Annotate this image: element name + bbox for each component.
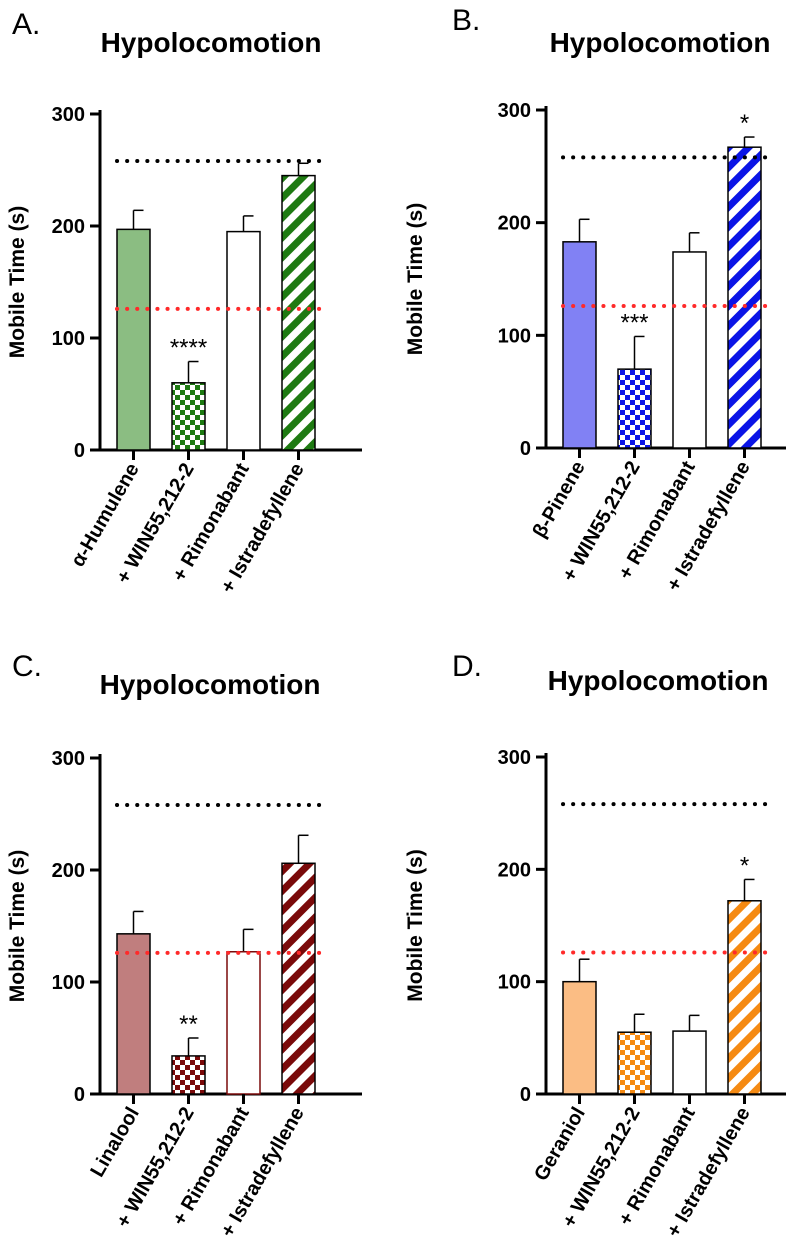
panel-letter: D. — [452, 650, 482, 683]
y-tick-label: 300 — [52, 748, 85, 770]
chart-title: Hypolocomotion — [100, 669, 321, 700]
bar — [727, 900, 762, 1095]
bar — [617, 1031, 652, 1095]
y-tick-label: 0 — [520, 1084, 531, 1106]
panel-a: A. Hypolocomotion Mobile Time (s) 0 100 200 30… — [6, 8, 362, 597]
y-axis-label: Mobile Time (s) — [6, 850, 29, 1002]
bar — [226, 951, 261, 1095]
bar — [171, 1055, 206, 1095]
category-label: Linalool — [86, 1104, 143, 1181]
bar — [562, 241, 597, 449]
y-tick-label: 0 — [74, 1084, 85, 1106]
panel-c: C. Hypolocomotion Mobile Time (s) 0 100 200 30… — [6, 650, 362, 1241]
y-tick-label: 0 — [520, 438, 531, 460]
panel-d: D. Hypolocomotion Mobile Time (s) 0 100 200 30… — [404, 650, 786, 1241]
significance-marker: * — [740, 110, 749, 137]
bar — [171, 382, 206, 451]
chart-title: Hypolocomotion — [550, 27, 771, 58]
y-tick-label: 200 — [52, 216, 85, 238]
significance-marker: ** — [179, 1011, 198, 1038]
bar — [617, 368, 652, 449]
significance-marker: *** — [620, 309, 648, 336]
bar — [281, 174, 316, 451]
significance-marker: * — [740, 852, 749, 879]
y-tick-label: 100 — [52, 328, 85, 350]
panel-letter: A. — [12, 8, 40, 41]
category-label: Geraniol — [530, 1104, 590, 1185]
bar — [672, 1030, 707, 1095]
y-tick-label: 100 — [498, 972, 531, 994]
category-label: β-Pinene — [529, 458, 590, 542]
y-axis-label: Mobile Time (s) — [404, 203, 427, 355]
y-axis-label: Mobile Time (s) — [6, 206, 29, 358]
y-tick-label: 0 — [74, 440, 85, 462]
chart-title: Hypolocomotion — [101, 27, 322, 58]
panel-letter: B. — [452, 4, 480, 37]
y-tick-label: 300 — [52, 104, 85, 126]
y-tick-label: 300 — [498, 100, 531, 122]
panel-letter: C. — [12, 650, 42, 683]
y-tick-label: 300 — [498, 747, 531, 769]
bar — [116, 933, 151, 1095]
y-tick-label: 200 — [498, 859, 531, 881]
y-tick-label: 200 — [498, 213, 531, 235]
y-tick-label: 100 — [498, 325, 531, 347]
bar — [116, 228, 151, 451]
y-axis-label: Mobile Time (s) — [404, 849, 427, 1001]
bar — [226, 230, 261, 451]
bar — [562, 980, 597, 1095]
y-tick-label: 100 — [52, 972, 85, 994]
bar — [281, 862, 316, 1095]
significance-marker: **** — [170, 335, 207, 362]
chart-title: Hypolocomotion — [548, 665, 769, 696]
bar — [672, 251, 707, 449]
y-tick-label: 200 — [52, 860, 85, 882]
bar — [727, 146, 762, 449]
panel-b: B. Hypolocomotion Mobile Time (s) 0 100 200 30… — [404, 4, 786, 595]
